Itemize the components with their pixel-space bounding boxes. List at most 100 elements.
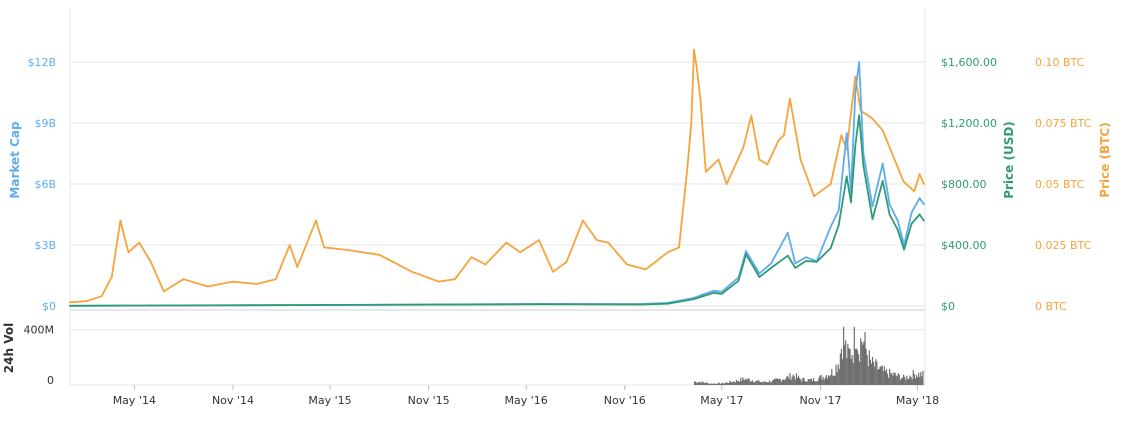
volume-bar xyxy=(908,378,910,385)
volume-bar xyxy=(865,348,867,385)
market-cap-point xyxy=(910,211,913,214)
volume-bar xyxy=(777,378,779,385)
volume-bar xyxy=(915,375,918,385)
volume-bar xyxy=(772,380,774,385)
volume-bar xyxy=(821,379,823,385)
volume-bar xyxy=(787,375,789,385)
price-usd-point xyxy=(903,248,905,251)
price-usd-point xyxy=(720,292,723,295)
market-cap-point xyxy=(923,203,925,206)
volume-bar xyxy=(896,376,898,385)
price-btc-point xyxy=(626,263,628,266)
volume-bar xyxy=(910,376,912,385)
volume-bar xyxy=(762,382,764,385)
market-cap-point xyxy=(837,209,840,212)
volume-bar xyxy=(882,370,884,385)
volume-bar xyxy=(829,376,831,385)
volume-bar xyxy=(812,378,815,385)
market-cap-point xyxy=(701,293,703,296)
volume-bar xyxy=(838,368,840,385)
volume-bar xyxy=(874,366,876,385)
volume-bar xyxy=(911,379,913,385)
volume-bar xyxy=(733,381,735,385)
price-btc-point xyxy=(315,219,317,222)
x-tick-label: Nov '15 xyxy=(408,394,450,407)
price-usd-tick-label: $1,600.00 xyxy=(941,56,997,69)
volume-bar xyxy=(825,375,828,385)
volume-bar xyxy=(922,370,924,385)
price-usd-tick-label: $800.00 xyxy=(941,178,987,191)
volume-bar xyxy=(895,375,897,385)
volume-bar xyxy=(736,381,739,385)
market-cap-point xyxy=(758,272,761,275)
volume-bar xyxy=(836,372,838,385)
price-btc-point xyxy=(913,190,916,193)
volume-bars xyxy=(693,326,924,385)
volume-bar xyxy=(716,384,718,385)
volume-bar xyxy=(738,381,741,385)
volume-bar xyxy=(904,376,906,385)
volume-bar xyxy=(907,379,909,385)
market-cap-point xyxy=(858,61,860,63)
price-usd-point xyxy=(758,276,761,278)
volume-bar xyxy=(805,382,807,385)
volume-bar xyxy=(799,378,801,385)
volume-bar xyxy=(766,382,769,385)
volume-bar xyxy=(894,372,896,385)
market-cap-point xyxy=(881,162,884,165)
x-tick-label: May '15 xyxy=(308,394,351,407)
volume-bar xyxy=(900,378,903,385)
price-btc-point xyxy=(100,295,103,298)
price-btc-point xyxy=(596,239,598,242)
volume-bar xyxy=(730,382,732,385)
volume-bar xyxy=(863,341,865,385)
volume-bar xyxy=(721,382,724,385)
price-usd-point xyxy=(770,267,773,269)
price-btc-point xyxy=(182,278,185,281)
volume-bar xyxy=(784,380,786,385)
volume-bar xyxy=(890,373,892,385)
volume-bar xyxy=(748,378,750,385)
price-btc-point xyxy=(378,253,381,256)
volume-bar xyxy=(788,378,790,385)
price-btc-point xyxy=(881,129,884,132)
volume-bar xyxy=(728,383,730,385)
price-btc-point xyxy=(678,246,680,249)
price-btc-point xyxy=(695,66,698,68)
price-usd-tick-label: $1,200.00 xyxy=(941,117,997,130)
price-btc-point xyxy=(519,251,522,254)
volume-bar xyxy=(745,378,747,385)
volume-bar xyxy=(833,375,835,385)
volume-bar xyxy=(845,340,847,385)
market-cap-point xyxy=(845,132,848,135)
volume-bar xyxy=(737,380,740,385)
volume-bar xyxy=(883,366,885,385)
volume-bar xyxy=(731,382,733,385)
volume-bar xyxy=(804,380,806,385)
volume-bar xyxy=(885,369,888,385)
price-btc-point xyxy=(484,263,487,266)
price-btc-tick-label: 0.10 BTC xyxy=(1035,56,1085,69)
price-btc-point xyxy=(206,285,209,288)
price-usd-point xyxy=(345,304,348,306)
volume-bar xyxy=(806,381,808,385)
volume-bar xyxy=(881,365,883,385)
price-btc-point xyxy=(918,173,921,176)
price-usd-point xyxy=(837,224,840,227)
volume-bar xyxy=(903,374,905,385)
price-btc-point xyxy=(582,219,584,222)
price-usd-point xyxy=(815,260,818,263)
volume-bar xyxy=(855,348,858,385)
price-btc-tick-label: 0.075 BTC xyxy=(1035,117,1092,130)
price-usd-point xyxy=(737,279,740,282)
market-cap-point xyxy=(720,290,723,293)
price-btc-point xyxy=(871,117,873,119)
price-usd-point xyxy=(896,228,899,231)
volume-bar xyxy=(809,379,811,385)
volume-bar xyxy=(781,379,784,385)
volume-bar xyxy=(875,359,877,385)
price-btc-point xyxy=(644,268,647,271)
volume-bar xyxy=(803,377,805,385)
price-btc-point xyxy=(85,300,88,302)
